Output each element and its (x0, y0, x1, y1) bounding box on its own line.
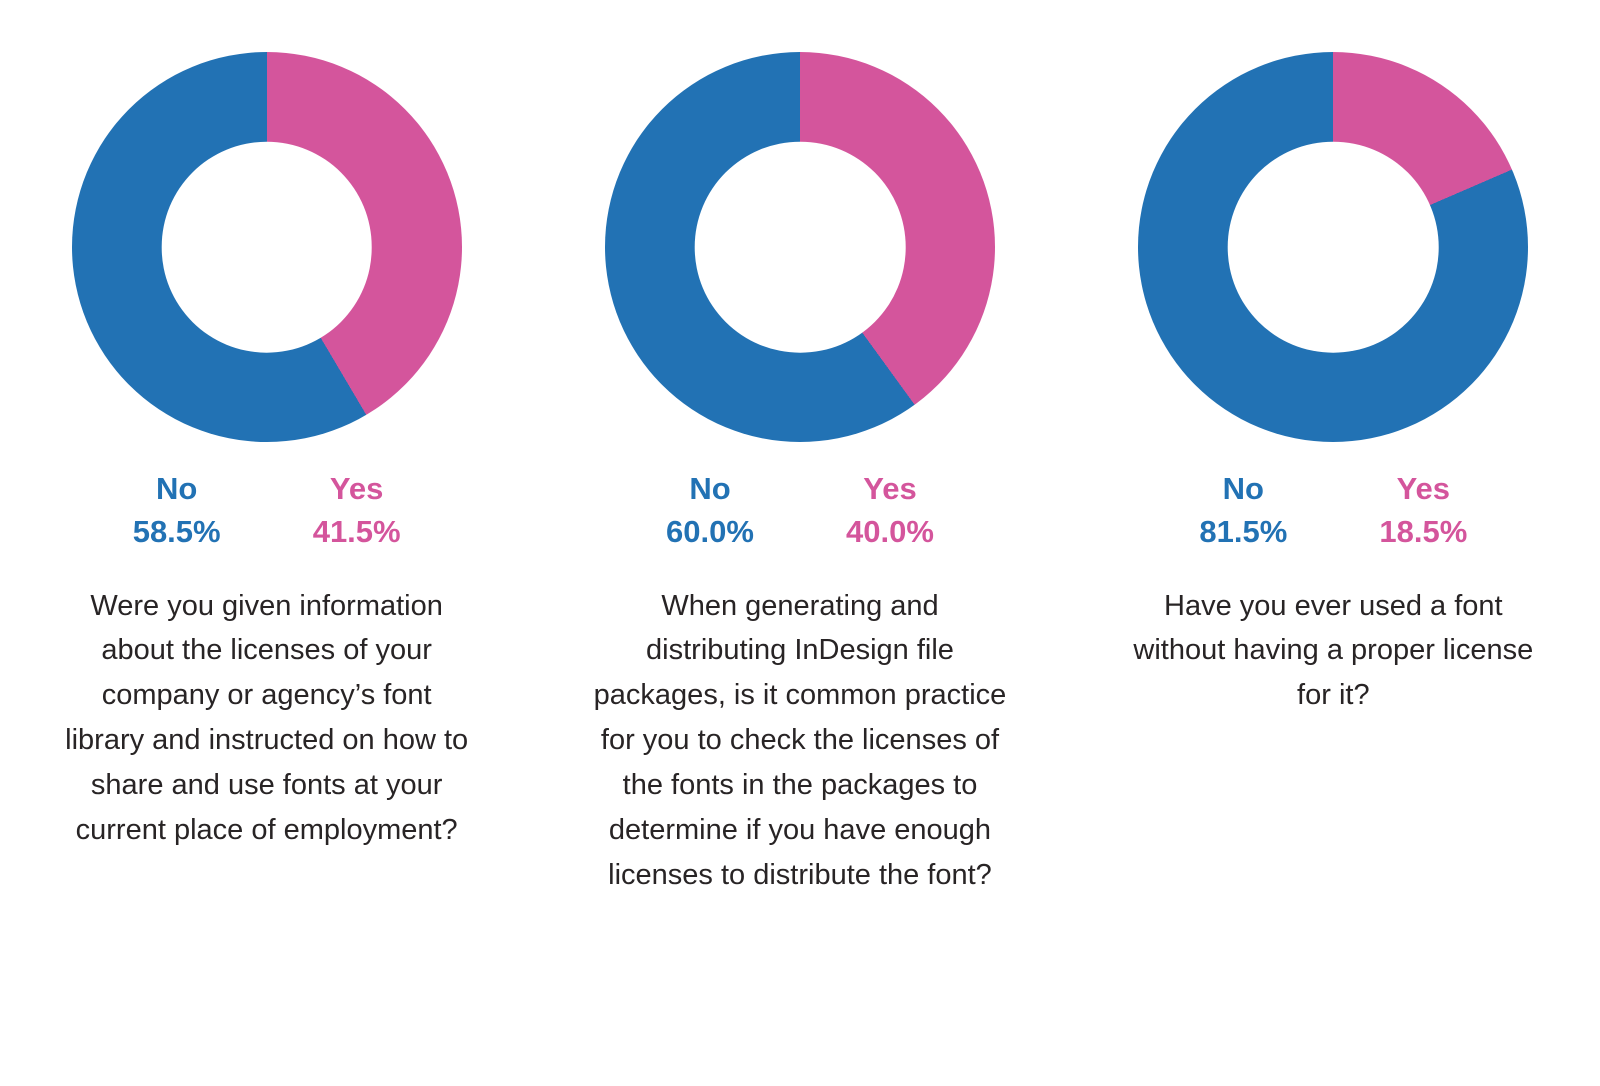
legend-yes-value: 18.5% (1379, 513, 1468, 549)
donut-hole (1228, 141, 1439, 353)
donut-chart-2 (604, 52, 995, 442)
legend-row-1: No 58.5% Yes 41.5% (122, 468, 412, 554)
legend-no: No 58.5% (122, 468, 232, 554)
legend-row-2: No 60.0% Yes 40.0% (655, 468, 945, 554)
legend-yes-label: Yes (1396, 471, 1451, 506)
donut-chart-3 (1138, 52, 1529, 442)
legend-no: No 60.0% (655, 468, 765, 554)
legend-yes-label: Yes (863, 471, 917, 506)
question-text-2: When generating and distributing InDesig… (593, 589, 1007, 892)
legend-no-value: 60.0% (666, 513, 754, 549)
legend-yes-value: 40.0% (846, 513, 934, 549)
legend-no-value: 58.5% (132, 513, 221, 549)
legend-row-3: No 81.5% Yes 18.5% (1188, 468, 1478, 554)
legend-yes: Yes 18.5% (1368, 468, 1478, 554)
donut-hole (161, 141, 372, 353)
question-text-1: Were you given information about the lic… (65, 589, 469, 847)
legend-no-value: 81.5% (1199, 513, 1288, 549)
legend-no-label: No (1222, 471, 1264, 506)
donut-chart-panel-3: No 81.5% Yes 18.5% Have you ever used a … (1067, 52, 1600, 898)
legend-yes-label: Yes (329, 471, 384, 506)
donut-chart-panel-1: No 58.5% Yes 41.5% Were you given inform… (0, 52, 533, 898)
question-text-3: Have you ever used a font without having… (1133, 589, 1534, 712)
legend-no-label: No (689, 471, 731, 506)
donut-chart-panel-2: No 60.0% Yes 40.0% When generating and d… (533, 52, 1066, 898)
legend-yes: Yes 41.5% (302, 468, 412, 554)
legend-no: No 81.5% (1188, 468, 1298, 554)
legend-no-label: No (155, 471, 198, 506)
donut-hole (694, 141, 906, 353)
legend-yes: Yes 40.0% (835, 468, 945, 554)
legend-yes-value: 41.5% (312, 513, 401, 549)
survey-donut-charts: No 58.5% Yes 41.5% Were you given inform… (0, 52, 1600, 898)
donut-chart-1 (71, 52, 462, 442)
